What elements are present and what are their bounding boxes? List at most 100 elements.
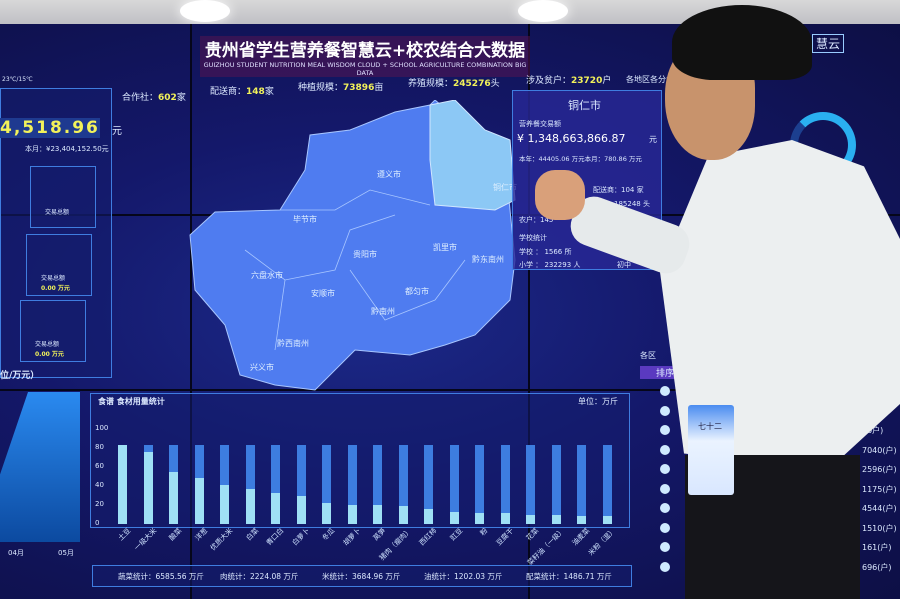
stat-distributors: 配送商：148家 [210,84,274,97]
city-label: 贵阳市 [353,249,377,259]
bar-used[interactable] [118,445,127,524]
stat-label: 合作社： [122,93,159,103]
rank-number [660,522,670,533]
stat-poor-households: 涉及贫户：23720户 [526,73,611,86]
guizhou-map[interactable]: 遵义市 铜仁市 毕节市 贵阳市 凯里市 黔东南州 六盘水市 安顺市 都匀市 黔南… [185,100,530,400]
popup-breed: 养殖：185248 头 [593,200,650,208]
city-label: 铜仁市 [493,182,517,192]
person-hand [535,170,585,220]
rank-number [660,405,670,416]
stat-unit: 家 [264,87,274,97]
bar-total[interactable] [398,445,408,524]
title-cn: 贵州省学生营养餐智慧云+校农结合大数据 [204,41,526,61]
bar-total[interactable] [602,445,612,524]
chart-unit: 单位：万斤 [578,397,618,406]
y-tick-label: 100 [95,424,109,432]
stat-unit: 户 [602,76,612,86]
bar-total[interactable] [220,445,229,524]
screen-seam [0,389,900,391]
bar-total[interactable] [347,445,357,524]
month-tick: 04月 [8,549,24,557]
stat-planting: 种植规模：73896亩 [298,80,383,93]
household-count: 1175(户) [862,484,897,494]
total-unit: 元 [112,126,122,137]
summary-bar [92,565,632,587]
rank-number [660,425,670,435]
stat-unit: 亩 [374,83,384,93]
bar-used[interactable] [398,505,408,524]
popup-trade-unit: 元 [649,135,657,144]
bar-used[interactable] [424,508,433,524]
popup-city: 铜仁市 [568,99,601,112]
bar-used[interactable] [347,505,357,524]
stat-label: 种植规模： [298,83,344,93]
bar-used[interactable] [551,515,561,524]
bar-used[interactable] [143,451,153,524]
bar-used[interactable] [449,511,459,524]
id-badge: 七十二 [688,405,734,495]
bar-used[interactable] [577,516,586,524]
bar-used[interactable] [322,503,331,524]
popup-primary: 小学 ： 232293 人 [519,261,581,269]
bar-used[interactable] [373,505,382,524]
summary-stat: 米统计：3684.96 万斤 [322,572,401,581]
badge-name: 七十二 [698,422,722,431]
bar-used[interactable] [296,496,306,524]
summary-stat: 肉统计：2224.08 万斤 [220,572,299,581]
region-card[interactable]: 交易总额 0.00 万元 [26,234,92,296]
bar-used[interactable] [194,478,204,524]
stat-label: 涉及贫户： [526,76,572,86]
household-count: 4544(户) [862,504,897,513]
screen-seam [190,24,192,599]
city-label: 兴义市 [250,362,274,372]
bar-total[interactable] [526,445,535,524]
popup-distributor: 配送商：104 家 [593,186,644,194]
city-label: 黔东南州 [472,254,504,264]
region-card[interactable]: 交易总额 [30,166,96,228]
bar-total[interactable] [373,445,382,524]
stat-cooperatives: 合作社：602家 [122,90,186,103]
bar-total[interactable] [271,445,280,524]
bar-total[interactable] [245,445,255,524]
ceiling-lamp [180,0,230,22]
stat-value: 23720 [571,76,603,86]
household-count: 696(户) [862,562,892,572]
bar-used[interactable] [500,512,510,524]
y-tick-label: 80 [95,443,104,451]
bar-used[interactable] [220,485,229,524]
stat-unit: 家 [176,93,186,103]
bar-total[interactable] [449,445,459,524]
bar-total[interactable] [424,445,433,524]
stat-breeding: 养殖规模：245276头 [408,76,500,89]
weather: 23℃/15℃ [2,76,33,83]
stat-unit: 头 [490,79,500,89]
household-count: 161(户) [862,543,892,552]
city-label: 都匀市 [405,286,429,296]
rank-number [660,542,670,552]
city-label: 毕节市 [293,214,317,224]
bar-total[interactable] [551,445,561,524]
rank-number [660,561,670,572]
bar-total[interactable] [322,445,331,524]
summary-stat: 配菜统计：1486.71 万斤 [526,572,612,581]
card-value: 0.00 万元 [35,351,64,358]
screen-seam [528,24,530,599]
bar-used[interactable] [169,471,178,524]
map-region-tongren [429,100,516,211]
bar-used[interactable] [526,514,535,524]
bar-total[interactable] [475,445,484,524]
bar-used[interactable] [271,492,280,524]
bar-total[interactable] [577,445,586,524]
summary-stat: 蔬菜统计：6585.56 万斤 [118,572,204,581]
city-label: 黔南州 [371,306,395,316]
region-card[interactable]: 交易总额 0.00 万元 [20,300,86,362]
bar-used[interactable] [475,512,484,524]
stat-label: 配送商： [210,87,247,97]
stat-value: 245276 [453,79,491,89]
bar-used[interactable] [602,516,612,524]
bar-total[interactable] [296,445,306,524]
stat-value: 148 [246,87,265,97]
card-value: 0.00 万元 [41,285,70,292]
bar-total[interactable] [500,445,510,524]
bar-used[interactable] [245,488,255,524]
